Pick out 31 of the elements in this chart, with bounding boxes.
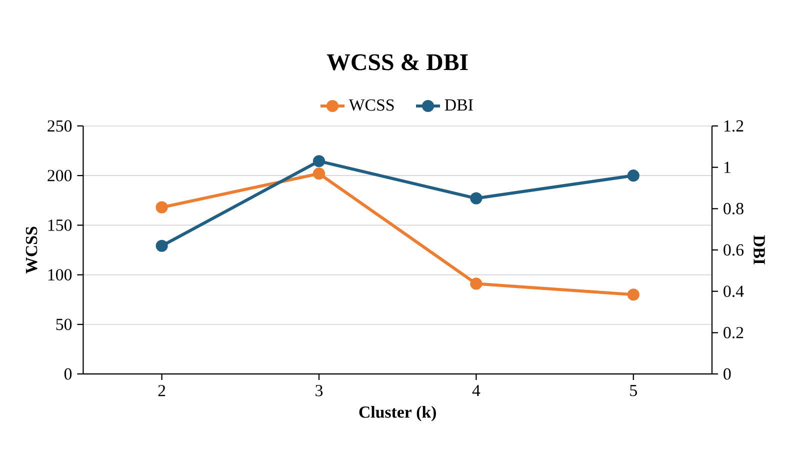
y2-tick-label: 1 (724, 162, 730, 173)
y-tick-label: 200 (48, 170, 72, 182)
y-tick-label: 50 (56, 318, 72, 330)
y-tick-label: 150 (48, 219, 72, 231)
point (312, 155, 326, 168)
point (156, 240, 168, 252)
x-tick-label: 5 (630, 384, 637, 396)
y2-tick-label: 0 (724, 368, 731, 380)
point (470, 278, 482, 290)
y2-tick-label: 0.4 (724, 286, 744, 298)
legend-label: WCSS (348, 99, 394, 111)
x-tick-label: 2 (158, 384, 166, 396)
y-tick-label: 250 (48, 120, 72, 132)
x-tick-label: 3 (316, 384, 323, 396)
y2-tick-label: 0.2 (724, 326, 744, 338)
y2-tick-label: 0.6 (724, 244, 744, 256)
y2-tick-label: 0.8 (724, 202, 744, 214)
y2-axis-title: DBI (754, 235, 765, 264)
chart-title: WCSS & DBI (326, 54, 468, 70)
y2-tick-label: 1.2 (724, 120, 744, 132)
y-axis-title: WCSS (26, 226, 38, 274)
y-tick-label: 100 (48, 269, 72, 280)
point (156, 201, 168, 214)
legend-label: DBI (444, 99, 473, 111)
point (470, 192, 482, 204)
y-tick-label: 0 (64, 368, 72, 380)
x-tick-label: 4 (472, 384, 480, 396)
point (627, 288, 640, 301)
point (627, 170, 640, 182)
x-axis-title: Cluster (k) (359, 406, 436, 422)
point (312, 168, 326, 180)
